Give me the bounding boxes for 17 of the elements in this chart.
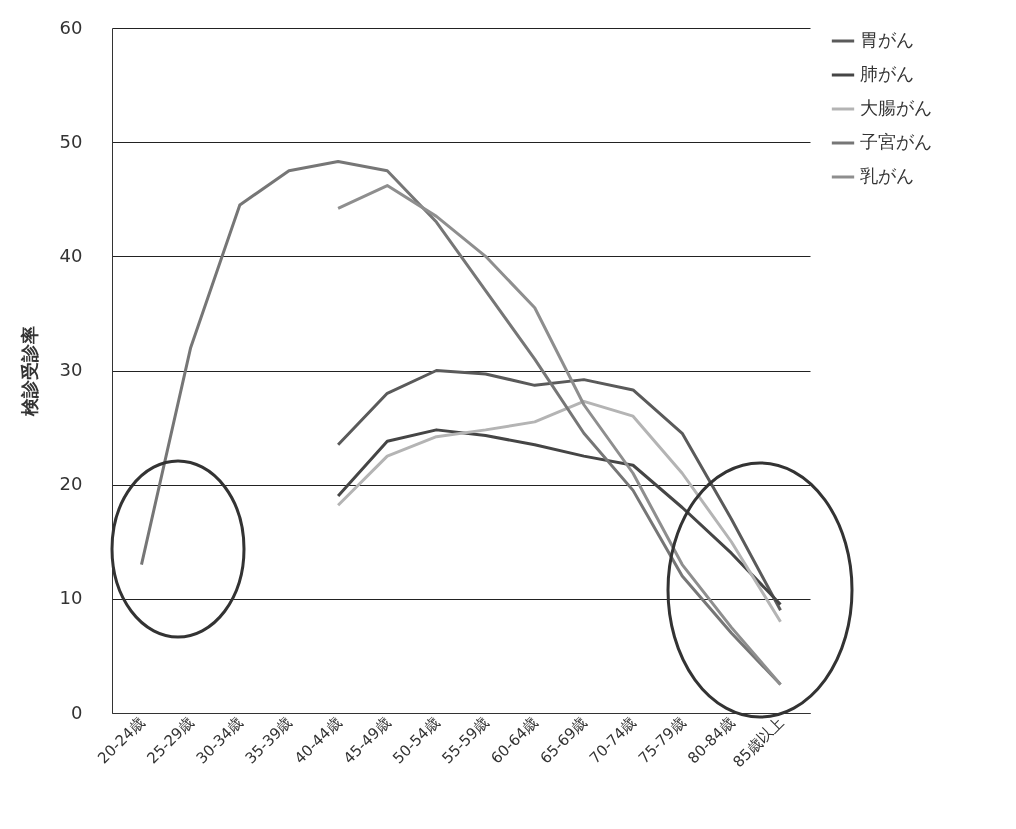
y-axis-title: 検診受診率 bbox=[18, 326, 40, 417]
y-tick-label: 30 bbox=[59, 359, 83, 380]
line-series bbox=[336, 369, 783, 612]
line-series bbox=[336, 399, 783, 624]
y-tick-label: 60 bbox=[59, 16, 83, 38]
legend-label: 子宮がん bbox=[860, 131, 932, 152]
line-series bbox=[336, 184, 783, 686]
y-tick-label: 20 bbox=[59, 473, 83, 495]
legend-label: 乳がん bbox=[860, 165, 914, 186]
line-series bbox=[336, 428, 783, 607]
y-tick-label: 10 bbox=[59, 587, 83, 609]
legend-label: 胃がん bbox=[860, 29, 914, 50]
y-tick-label: 0 bbox=[71, 701, 83, 723]
y-tick-label: 50 bbox=[59, 130, 83, 152]
legend-label: 大腸がん bbox=[860, 97, 932, 118]
legend-label: 肺がん bbox=[860, 63, 914, 84]
y-tick-label: 40 bbox=[59, 244, 83, 266]
